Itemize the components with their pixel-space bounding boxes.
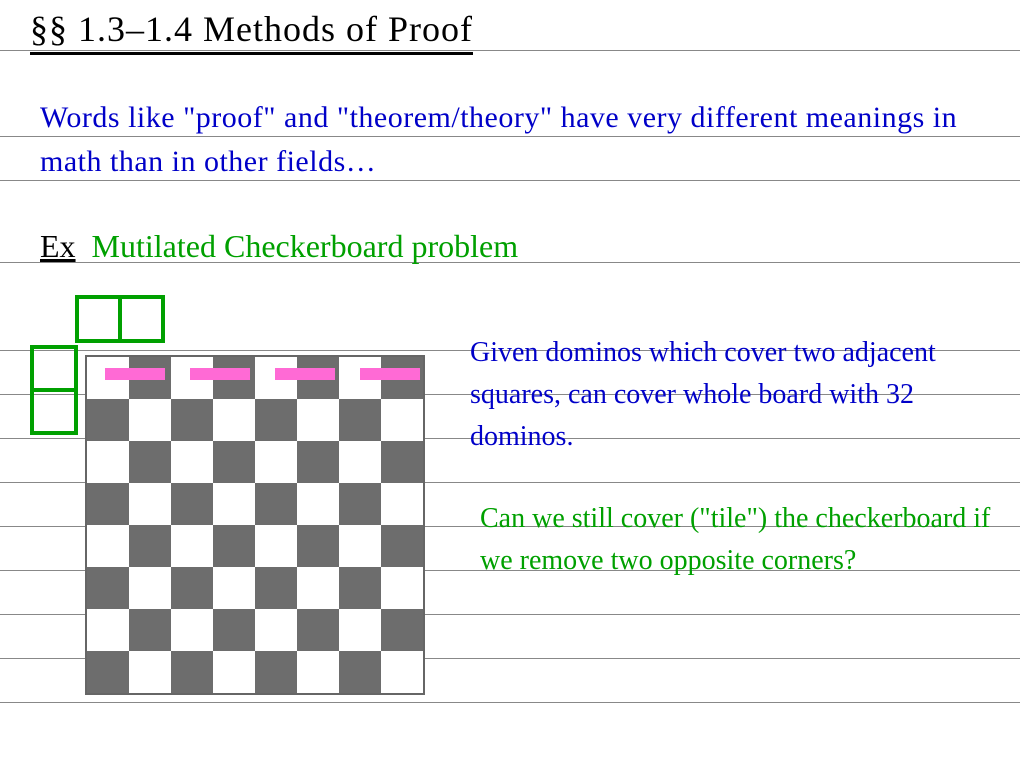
board-cell: [129, 651, 171, 693]
board-cell: [87, 483, 129, 525]
board-cell: [297, 483, 339, 525]
board-cell: [87, 441, 129, 483]
board-row: [87, 441, 423, 483]
board-cell: [171, 609, 213, 651]
pink-bar: [275, 368, 335, 380]
board-cell: [339, 567, 381, 609]
board-row: [87, 567, 423, 609]
board-cell: [339, 525, 381, 567]
green-paragraph: Can we still cover ("tile") the checkerb…: [480, 498, 1000, 582]
board-cell: [339, 651, 381, 693]
board-cell: [381, 483, 423, 525]
example-label: Ex: [40, 228, 76, 264]
board-cell: [297, 567, 339, 609]
board-cell: [339, 399, 381, 441]
board-cell: [255, 525, 297, 567]
board-cell: [213, 609, 255, 651]
board-cell: [171, 441, 213, 483]
intro-paragraph: Words like "proof" and "theorem/theory" …: [40, 96, 970, 184]
board-cell: [297, 525, 339, 567]
board-cell: [171, 399, 213, 441]
board-cell: [255, 441, 297, 483]
board-cell: [87, 609, 129, 651]
board-cell: [129, 525, 171, 567]
board-cell: [381, 441, 423, 483]
board-cell: [381, 525, 423, 567]
board-cell: [255, 399, 297, 441]
board-cell: [213, 525, 255, 567]
board-cell: [297, 399, 339, 441]
example-heading: Ex Mutilated Checkerboard problem: [40, 228, 518, 265]
board-cell: [339, 609, 381, 651]
board-cell: [297, 609, 339, 651]
page-title: §§ 1.3–1.4 Methods of Proof: [30, 8, 473, 55]
board-cell: [381, 609, 423, 651]
ruled-line: [0, 702, 1020, 703]
board-cell: [171, 483, 213, 525]
board-row: [87, 525, 423, 567]
board-row: [87, 399, 423, 441]
board-cell: [213, 483, 255, 525]
board-row: [87, 609, 423, 651]
board-cell: [255, 609, 297, 651]
board-row: [87, 483, 423, 525]
board-cell: [339, 483, 381, 525]
board-cell: [129, 483, 171, 525]
board-cell: [213, 399, 255, 441]
board-row: [87, 651, 423, 693]
board-cell: [129, 567, 171, 609]
board-cell: [297, 441, 339, 483]
board-cell: [381, 399, 423, 441]
board-cell: [297, 651, 339, 693]
board-cell: [87, 525, 129, 567]
board-cell: [255, 567, 297, 609]
board-cell: [129, 441, 171, 483]
board-cell: [87, 399, 129, 441]
board-cell: [171, 651, 213, 693]
board-cell: [381, 567, 423, 609]
board-cell: [129, 399, 171, 441]
board-cell: [213, 651, 255, 693]
board-cell: [87, 651, 129, 693]
board-cell: [171, 567, 213, 609]
board-cell: [129, 609, 171, 651]
board-cell: [171, 525, 213, 567]
domino-outline-vertical: [30, 345, 78, 435]
checkerboard-wrapper: [85, 355, 425, 695]
board-cell: [255, 483, 297, 525]
board-cell: [213, 567, 255, 609]
pink-bar: [105, 368, 165, 380]
board-cell: [87, 567, 129, 609]
board-cell: [381, 651, 423, 693]
board-cell: [339, 441, 381, 483]
board-cell: [213, 441, 255, 483]
domino-outline-horizontal: [75, 295, 165, 343]
checkerboard: [85, 355, 425, 695]
pink-bar: [360, 368, 420, 380]
example-title: Mutilated Checkerboard problem: [92, 228, 519, 264]
pink-bar: [190, 368, 250, 380]
board-cell: [255, 651, 297, 693]
blue-paragraph: Given dominos which cover two adjacent s…: [470, 332, 1000, 458]
